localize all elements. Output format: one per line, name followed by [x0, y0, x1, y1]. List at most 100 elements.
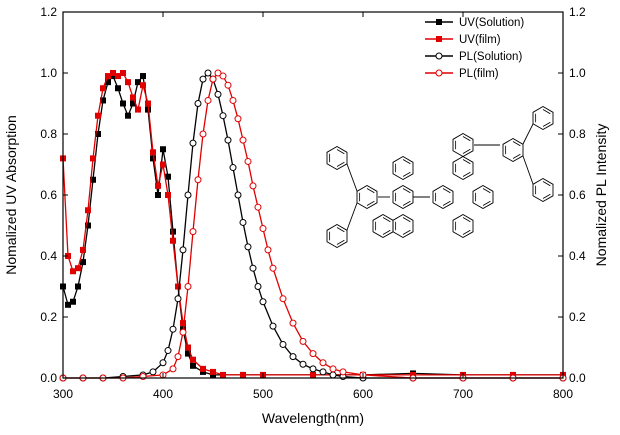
series-line — [63, 73, 563, 378]
y2-tick-label: 1.0 — [569, 66, 586, 80]
y2-tick-label: 0.4 — [569, 249, 586, 263]
x-tick-label: 400 — [153, 387, 173, 401]
data-point — [90, 155, 96, 161]
data-point — [180, 320, 186, 326]
series-line — [63, 73, 563, 378]
legend-marker — [436, 19, 442, 25]
data-point — [200, 366, 206, 372]
bond — [347, 164, 357, 191]
y-tick-label: 0.2 — [40, 310, 57, 324]
series-line — [63, 76, 563, 375]
data-point — [245, 158, 251, 164]
y2-tick-label: 0.0 — [569, 371, 586, 385]
data-point — [185, 345, 191, 351]
series-line — [63, 73, 563, 375]
data-point — [215, 91, 221, 97]
data-point — [185, 284, 191, 290]
data-point — [160, 360, 166, 366]
x-tick-label: 700 — [453, 387, 473, 401]
data-point — [175, 296, 181, 302]
data-point — [190, 357, 196, 363]
data-point — [270, 323, 276, 329]
data-point — [160, 146, 166, 152]
data-point — [165, 192, 171, 198]
data-point — [240, 372, 246, 378]
data-point — [270, 265, 276, 271]
data-point — [310, 372, 316, 378]
data-point — [150, 149, 156, 155]
data-point — [180, 329, 186, 335]
series-0 — [60, 73, 566, 378]
data-point — [175, 354, 181, 360]
data-point — [225, 82, 231, 88]
axis-ticks: 3004005006007008000.00.20.40.60.81.01.20… — [40, 5, 586, 401]
x-tick-label: 800 — [553, 387, 573, 401]
data-point — [230, 97, 236, 103]
data-point — [190, 229, 196, 235]
data-point — [300, 338, 306, 344]
data-point — [250, 183, 256, 189]
series-layer — [60, 70, 566, 381]
data-point — [170, 326, 176, 332]
data-point — [235, 192, 241, 198]
data-point — [140, 82, 146, 88]
y-tick-label: 0.4 — [40, 249, 57, 263]
series-1 — [60, 70, 566, 378]
data-point — [80, 247, 86, 253]
molecule-structure-image — [327, 107, 553, 248]
data-point — [160, 162, 166, 168]
y-tick-label: 1.2 — [40, 5, 57, 19]
legend-marker — [436, 36, 442, 42]
data-point — [220, 113, 226, 119]
data-point — [330, 372, 336, 378]
data-point — [290, 354, 296, 360]
data-point — [140, 73, 146, 79]
data-point — [260, 299, 266, 305]
data-point — [340, 369, 346, 375]
data-point — [205, 70, 211, 76]
data-point — [135, 107, 141, 113]
series-3 — [60, 70, 566, 381]
data-point — [120, 70, 126, 76]
data-point — [190, 363, 196, 369]
data-point — [75, 284, 81, 290]
data-point — [125, 113, 131, 119]
data-point — [115, 85, 121, 91]
bond — [523, 124, 533, 144]
data-point — [320, 360, 326, 366]
data-point — [220, 73, 226, 79]
data-point — [170, 229, 176, 235]
data-point — [195, 101, 201, 107]
y2-tick-label: 1.2 — [569, 5, 586, 19]
legend-marker — [436, 70, 442, 76]
data-point — [145, 101, 151, 107]
data-point — [210, 76, 216, 82]
data-point — [280, 341, 286, 347]
legend-label: PL(Solution) — [459, 51, 522, 63]
data-point — [170, 238, 176, 244]
y-tick-label: 0.8 — [40, 127, 57, 141]
data-point — [220, 372, 226, 378]
data-point — [310, 351, 316, 357]
y2-axis-title: Nomalized PL Intensity — [593, 124, 609, 267]
data-point — [75, 265, 81, 271]
plot-frame — [63, 12, 563, 378]
legend-label: UV(film) — [459, 34, 501, 46]
legend-label: PL(film) — [459, 68, 499, 80]
data-point — [95, 113, 101, 119]
data-point — [120, 101, 126, 107]
data-point — [330, 366, 336, 372]
data-point — [300, 361, 306, 367]
y-tick-label: 0.0 — [40, 371, 57, 385]
y2-tick-label: 0.8 — [569, 127, 586, 141]
data-point — [205, 97, 211, 103]
x-tick-label: 600 — [353, 387, 373, 401]
data-point — [165, 348, 171, 354]
data-point — [155, 192, 161, 198]
data-point — [85, 207, 91, 213]
x-axis-title: Wavelength(nm) — [262, 410, 364, 426]
data-point — [240, 219, 246, 225]
data-point — [150, 369, 156, 375]
data-point — [210, 369, 216, 375]
